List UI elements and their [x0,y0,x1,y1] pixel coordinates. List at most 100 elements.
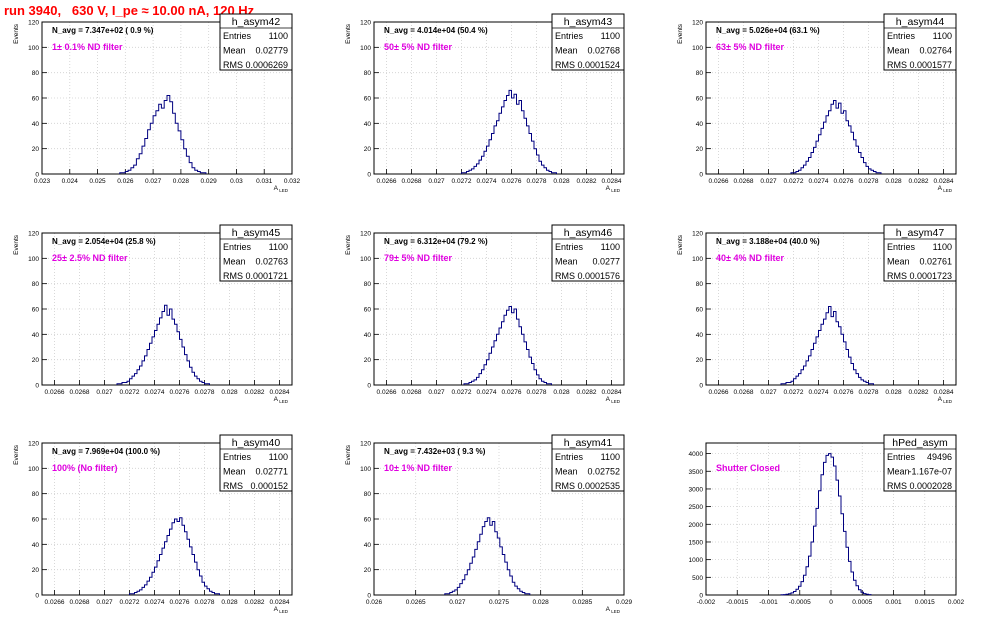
x-tick-label: 0.028 [173,178,190,185]
x-tick-label: 0.028 [221,389,238,396]
x-tick-label: 0.0284 [934,389,954,396]
x-tick-label: 0.0268 [734,178,754,185]
stat-value: 0.0001723 [909,271,952,281]
navg-label: N_avg = 7.969e+04 (100.0 %) [52,447,160,456]
x-tick-label: 0.0268 [402,389,422,396]
histogram-name: h_asym41 [564,437,613,449]
y-tick-label: 20 [32,357,40,364]
stat-value: 0.0001577 [909,60,952,70]
stat-value: 0.02771 [255,467,288,477]
stat-value: 1100 [933,31,952,41]
histogram-line [780,306,874,385]
y-tick-label: 120 [360,231,371,238]
y-tick-label: 500 [692,575,703,582]
stat-value: 49496 [927,452,952,462]
x-tick-label: 0.029 [616,599,633,606]
x-tick-label: 0.032 [284,178,301,185]
histogram-line [463,306,552,385]
x-tick-label: 0.0276 [834,178,854,185]
filter-label: 79± 5% ND filter [384,253,452,263]
navg-label: N_avg = 5.026e+04 (63.1 %) [716,26,820,35]
y-tick-label: 40 [696,121,704,128]
x-tick-label: 0.023 [34,178,51,185]
stat-label: Mean [555,257,578,267]
histogram-line [461,89,557,174]
y-tick-label: 0 [35,172,39,179]
y-tick-label: 120 [692,231,703,238]
stat-value: 1100 [269,31,288,41]
filter-label: 100% (No filter) [52,463,118,473]
x-tick-label: 0.027 [428,389,445,396]
x-tick-label: 0.0272 [784,178,804,185]
x-tick-label: 0.0268 [402,178,422,185]
y-axis-title: Events [677,23,684,44]
stat-label: RMS [223,60,243,70]
x-tick-label: 0.0266 [45,599,65,606]
stat-value: 1100 [269,242,288,252]
stat-value: 0.000152 [250,481,288,491]
x-tick-label: 0.0282 [577,389,597,396]
x-tick-label: 0.027 [428,178,445,185]
x-axis-title: A LED [606,606,621,614]
x-tick-label: -0.001 [759,599,778,606]
histogram-line [444,517,531,595]
x-axis-title: A LED [274,185,289,193]
stats-box [219,434,293,492]
x-tick-label: 0.027 [145,178,162,185]
y-tick-label: 20 [696,357,704,364]
histogram-name: h_asym40 [232,437,281,449]
stat-value: 0.0001524 [577,60,620,70]
x-tick-label: 0.0266 [709,178,729,185]
stat-label: RMS [223,271,243,281]
y-tick-label: 100 [360,256,371,263]
x-tick-label: 0.027 [96,599,113,606]
stat-label: Mean [223,46,246,56]
y-tick-label: 60 [32,307,40,314]
x-tick-label: 0.028 [553,178,570,185]
histogram-name: h_asym46 [564,227,613,239]
histogram-name: h_asym43 [564,16,613,28]
navg-label: N_avg = 2.054e+04 (25.8 %) [52,237,156,246]
y-tick-label: 40 [364,332,372,339]
x-tick-label: 0.0276 [170,599,190,606]
y-tick-label: 0 [699,172,703,179]
y-axis-title: Events [677,234,684,255]
histogram-name: h_asym42 [232,16,281,28]
y-tick-label: 0 [367,172,371,179]
stat-label: Entries [887,242,916,252]
x-tick-label: 0.0274 [477,178,497,185]
stats-box [551,434,625,492]
x-tick-label: 0.0268 [70,389,90,396]
x-tick-label: 0.0278 [527,389,547,396]
x-tick-label: 0.031 [256,178,273,185]
x-axis-title: A LED [606,185,621,193]
x-tick-label: 0.03 [230,178,243,185]
histogram-line [119,95,207,174]
histogram-panel-h_asym41: 0.026 0.0265 0.027 0.0275 0.028 0.0285 0.029 0 2… [345,434,633,614]
x-tick-label: 0.0266 [709,389,729,396]
y-axis-title: Events [345,444,352,465]
stat-label: RMS [887,481,907,491]
x-tick-label: 0.0284 [602,389,622,396]
histogram-line [116,304,210,385]
y-tick-label: 80 [32,281,40,288]
x-tick-label: 0.0005 [852,599,872,606]
x-tick-label: 0.028 [885,178,902,185]
stat-value: 0.02763 [255,257,288,267]
stats-box [883,434,957,492]
y-tick-label: 80 [364,70,372,77]
x-tick-label: 0.028 [221,599,238,606]
x-tick-label: 0.0284 [270,599,290,606]
filter-label: 50± 5% ND filter [384,42,452,52]
stat-value: 0.0277 [592,257,620,267]
y-tick-label: 80 [364,491,372,498]
stat-value: 0.02768 [587,46,620,56]
y-tick-label: 80 [696,70,704,77]
stat-label: Mean [887,467,910,477]
x-tick-label: 0.0282 [909,178,929,185]
stat-label: Mean [555,467,578,477]
y-tick-label: 40 [32,121,40,128]
x-tick-label: 0.002 [948,599,965,606]
y-tick-label: 1000 [689,557,704,564]
x-axis-title: A LED [274,396,289,404]
